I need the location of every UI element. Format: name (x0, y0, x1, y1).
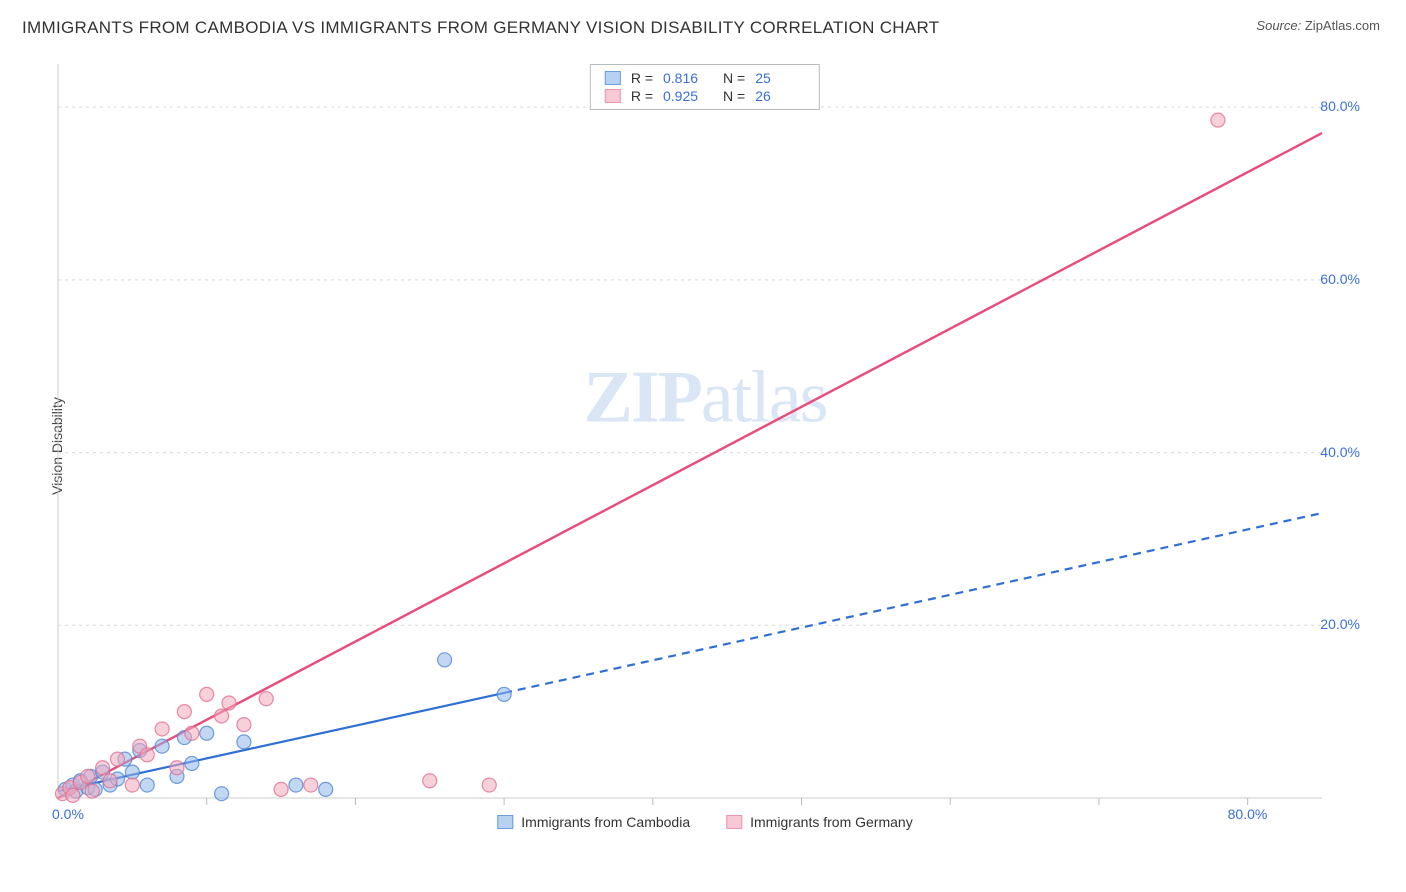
chart-svg (50, 58, 1360, 830)
r-value: 0.925 (663, 88, 713, 104)
n-label: N = (723, 70, 745, 86)
legend-row-cambodia: R = 0.816 N = 25 (605, 69, 805, 87)
y-tick-label: 80.0% (1320, 98, 1360, 114)
n-value: 25 (755, 70, 805, 86)
swatch-germany (726, 815, 742, 829)
r-label: R = (631, 70, 653, 86)
source-label: Source: (1256, 18, 1301, 33)
plot-area: ZIPatlas R = 0.816 N = 25 R = 0.925 N = … (50, 58, 1360, 830)
swatch-germany (605, 89, 621, 103)
legend-correlation: R = 0.816 N = 25 R = 0.925 N = 26 (590, 64, 820, 110)
r-value: 0.816 (663, 70, 713, 86)
x-origin-label: 0.0% (52, 806, 84, 822)
source-value: ZipAtlas.com (1305, 18, 1380, 33)
legend-item-germany: Immigrants from Germany (726, 814, 913, 830)
chart-title: IMMIGRANTS FROM CAMBODIA VS IMMIGRANTS F… (22, 18, 939, 38)
y-tick-label: 60.0% (1320, 271, 1360, 287)
n-value: 26 (755, 88, 805, 104)
legend-series: Immigrants from Cambodia Immigrants from… (497, 814, 912, 830)
x-max-label: 80.0% (1228, 806, 1268, 822)
n-label: N = (723, 88, 745, 104)
legend-label: Immigrants from Germany (750, 814, 913, 830)
legend-item-cambodia: Immigrants from Cambodia (497, 814, 690, 830)
swatch-cambodia (605, 71, 621, 85)
y-tick-label: 40.0% (1320, 444, 1360, 460)
legend-row-germany: R = 0.925 N = 26 (605, 87, 805, 105)
y-tick-label: 20.0% (1320, 616, 1360, 632)
r-label: R = (631, 88, 653, 104)
swatch-cambodia (497, 815, 513, 829)
legend-label: Immigrants from Cambodia (521, 814, 690, 830)
source-attribution: Source: ZipAtlas.com (1256, 18, 1380, 33)
